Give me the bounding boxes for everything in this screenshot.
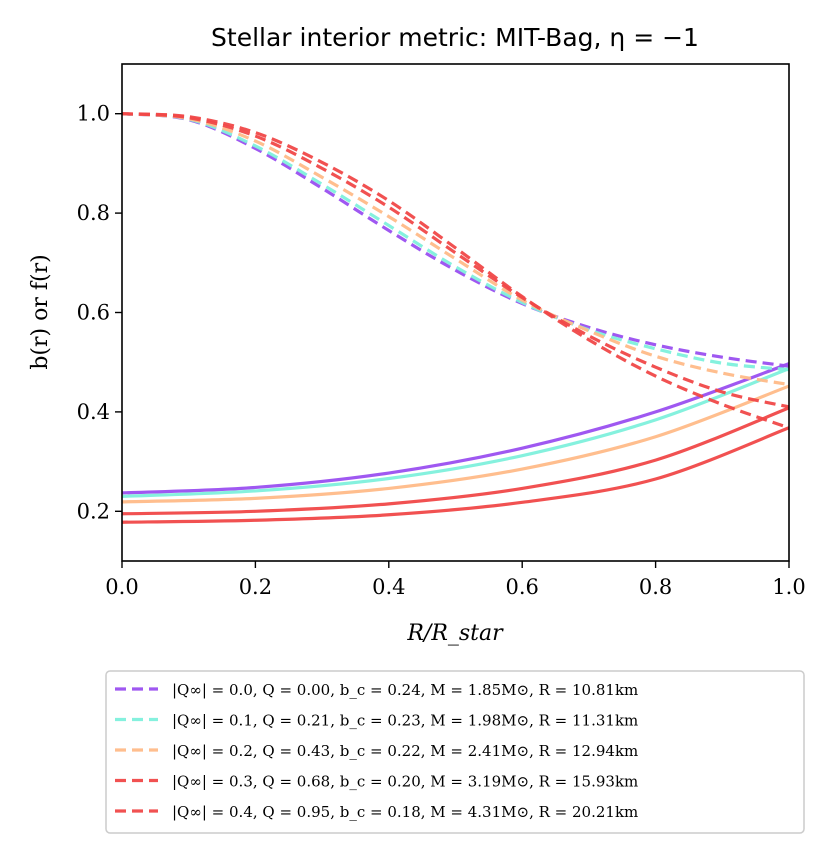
legend-box bbox=[105, 670, 805, 834]
series-0-b-solid-line bbox=[121, 362, 790, 495]
chart-title: Stellar interior metric: MIT-Bag, η = −1 bbox=[211, 23, 699, 52]
x-tick-label: 1.0 bbox=[772, 575, 805, 599]
x-tick-label: 0.4 bbox=[372, 575, 405, 599]
x-tick-label: 0.2 bbox=[239, 575, 272, 599]
y-tick-label: 0.2 bbox=[77, 499, 110, 523]
y-tick-label: 0.6 bbox=[77, 301, 110, 325]
plot-area bbox=[122, 64, 789, 561]
series-0-f-dashed-line bbox=[121, 112, 790, 368]
x-tick-label: 0.8 bbox=[639, 575, 672, 599]
legend-entry-label: |Q∞| = 0.1, Q = 0.21, b_c = 0.23, M = 1.… bbox=[172, 712, 638, 730]
y-tick-label: 0.8 bbox=[77, 201, 110, 225]
x-tick-label: 0.0 bbox=[105, 575, 138, 599]
x-tick-label: 0.6 bbox=[505, 575, 538, 599]
legend: |Q∞| = 0.0, Q = 0.00, b_c = 0.24, M = 1.… bbox=[115, 681, 638, 821]
y-axis-label: b(r) or f(r) bbox=[28, 254, 53, 369]
y-tick-label: 0.4 bbox=[77, 400, 110, 424]
y-axis-ticks: 0.2 0.4 0.6 0.8 1.0 bbox=[77, 102, 122, 523]
series-1-b-solid-line bbox=[121, 367, 790, 498]
series-3-b-solid-line bbox=[121, 406, 790, 516]
series-2-b-solid-line bbox=[121, 384, 790, 504]
series-3-f-dashed-line bbox=[121, 112, 790, 409]
y-tick-label: 1.0 bbox=[77, 102, 110, 126]
legend-entry-label: |Q∞| = 0.4, Q = 0.95, b_c = 0.18, M = 4.… bbox=[172, 803, 638, 821]
legend-entry-label: |Q∞| = 0.0, Q = 0.00, b_c = 0.24, M = 1.… bbox=[172, 681, 638, 699]
series-4-f-dashed-line bbox=[121, 112, 790, 430]
series-2-f-dashed-line bbox=[121, 112, 790, 387]
x-axis-ticks: 0.0 0.2 0.4 0.6 0.8 1.0 bbox=[105, 561, 806, 599]
x-axis-label: R/R_star bbox=[406, 621, 504, 646]
series-4-b-solid-line bbox=[121, 426, 790, 524]
legend-entry-label: |Q∞| = 0.2, Q = 0.43, b_c = 0.22, M = 2.… bbox=[172, 742, 638, 760]
legend-entry-label: |Q∞| = 0.3, Q = 0.68, b_c = 0.20, M = 3.… bbox=[172, 773, 638, 791]
curve-layer bbox=[121, 112, 790, 524]
